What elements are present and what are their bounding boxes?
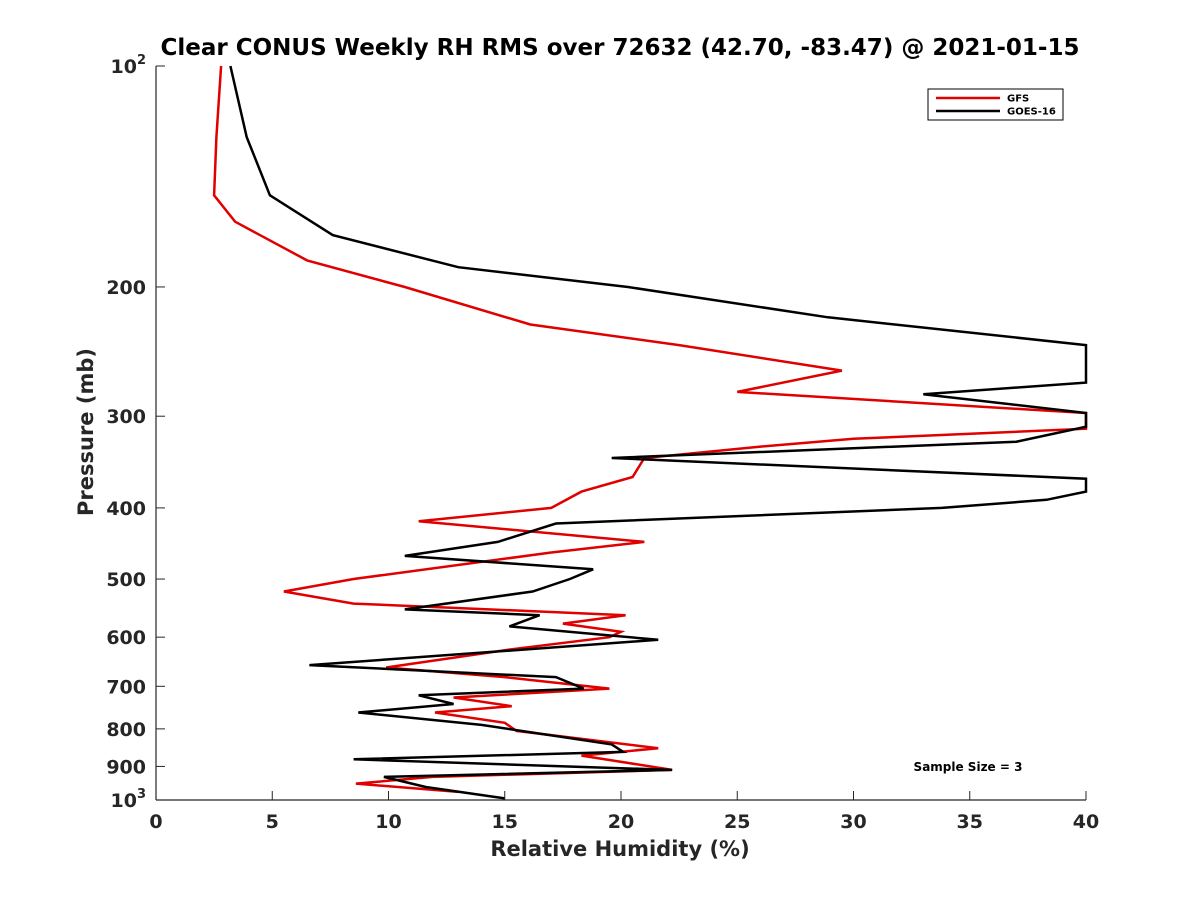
x-tick-label: 35 [957, 811, 983, 833]
x-tick-label: 20 [608, 811, 634, 833]
y-tick-label: 200 [106, 277, 146, 299]
legend-label-gfs: GFS [1007, 94, 1029, 105]
series-layer [212, 65, 1088, 800]
y-tick-label: 400 [106, 498, 146, 520]
y-tick-label: 103 [111, 787, 147, 812]
axes-layer: 0 5 10 15 20 25 30 35 40 102 200 300 400 500 600 700 800… [106, 53, 1099, 833]
x-tick-label: 25 [724, 811, 750, 833]
legend-label-goes-16: GOES-16 [1007, 107, 1056, 118]
series-line-goes-16 [229, 65, 1088, 800]
y-tick-label: 900 [106, 756, 146, 778]
x-tick-label: 5 [266, 811, 279, 833]
series-line-gfs [212, 65, 1088, 794]
sample-size-annotation: Sample Size = 3 [914, 760, 1023, 774]
x-tick-label: 30 [840, 811, 866, 833]
legend-box [927, 88, 1064, 121]
y-tick-label: 800 [106, 719, 146, 741]
y-tick-label: 700 [106, 676, 146, 698]
legend: GFS GOES-16 [927, 88, 1064, 121]
x-tick-label: 10 [375, 811, 401, 833]
x-axis-label: Relative Humidity (%) [490, 837, 749, 861]
x-tick-label: 15 [492, 811, 518, 833]
x-tick-label: 40 [1073, 811, 1099, 833]
y-tick-label: 102 [111, 53, 147, 78]
y-tick-label: 500 [106, 569, 146, 591]
chart-title: Clear CONUS Weekly RH RMS over 72632 (42… [161, 35, 1080, 61]
x-tick-label: 0 [149, 811, 162, 833]
y-tick-label: 300 [106, 406, 146, 428]
y-tick-label: 600 [106, 627, 146, 649]
y-axis-label: Pressure (mb) [74, 348, 98, 516]
